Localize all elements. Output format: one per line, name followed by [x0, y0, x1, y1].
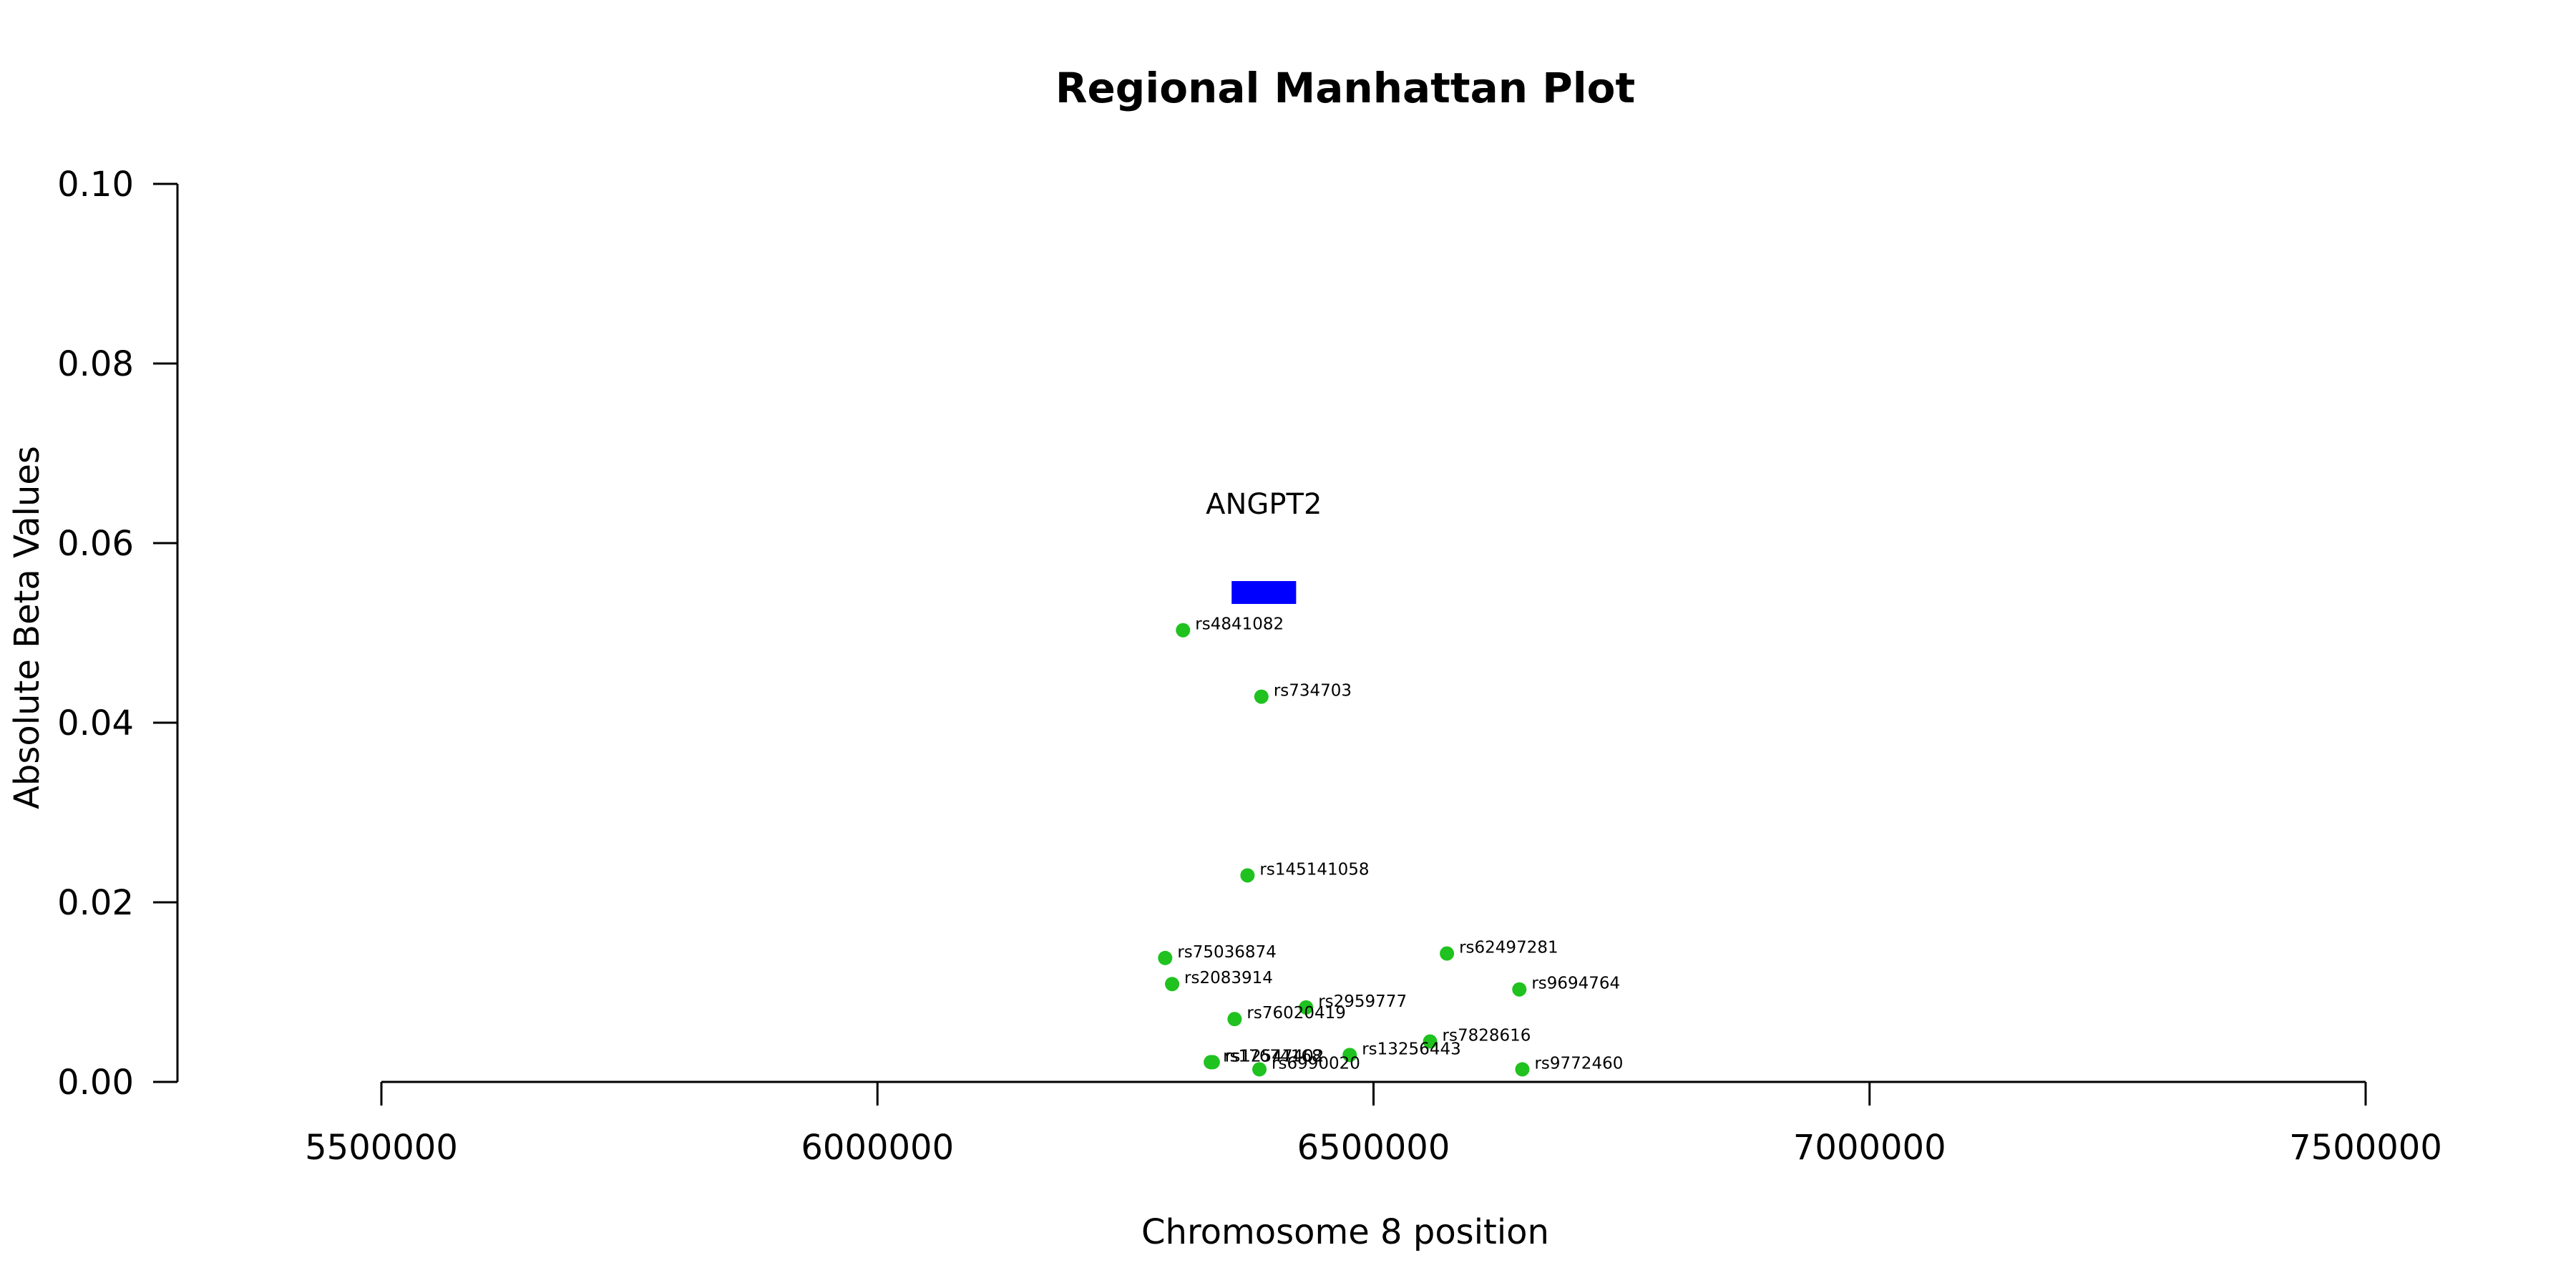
- y-tick-label: 0.02: [57, 883, 134, 923]
- chart-title: Regional Manhattan Plot: [1055, 64, 1635, 112]
- x-tick-label: 6000000: [801, 1128, 954, 1168]
- x-tick-label: 5500000: [305, 1128, 458, 1168]
- snp-point: [1515, 1062, 1530, 1077]
- gene-label: ANGPT2: [1206, 488, 1322, 521]
- snp-label: rs6990020: [1272, 1054, 1360, 1073]
- snp-label: rs12547402: [1225, 1047, 1324, 1065]
- x-tick-label: 7500000: [2289, 1128, 2442, 1168]
- gene-track: ANGPT2: [1206, 488, 1322, 605]
- snp-label: rs4841082: [1195, 615, 1284, 634]
- snp-label: rs2083914: [1184, 969, 1273, 987]
- snp-label: rs145141058: [1259, 860, 1369, 879]
- y-tick-label: 0.08: [57, 344, 134, 384]
- snp-label: rs9694764: [1531, 975, 1620, 993]
- snp-point: [1252, 1062, 1267, 1077]
- snp-label: rs9772460: [1534, 1054, 1623, 1073]
- snp-point: [1205, 1055, 1220, 1070]
- snp-point: [1440, 946, 1455, 961]
- snp-point: [1299, 1000, 1314, 1015]
- snp-point: [1342, 1048, 1357, 1063]
- snp-label: rs13256443: [1362, 1040, 1461, 1058]
- y-tick-label: 0.06: [57, 524, 134, 564]
- snp-label: rs17674168: [1223, 1047, 1322, 1065]
- x-axis-label: Chromosome 8 position: [1141, 1212, 1549, 1252]
- x-tick-label: 6500000: [1297, 1128, 1450, 1168]
- gene-bar: [1231, 581, 1297, 605]
- snp-point: [1512, 982, 1527, 997]
- snp-point: [1227, 1012, 1242, 1027]
- snp-point: [1158, 950, 1173, 965]
- snp-point: [1176, 623, 1191, 638]
- snp-point: [1423, 1034, 1438, 1049]
- x-tick-label: 7000000: [1793, 1128, 1946, 1168]
- y-axis: 0.00 0.02 0.04 0.06 0.08 0.10: [57, 165, 179, 1103]
- snp-label: rs75036874: [1177, 943, 1277, 962]
- y-tick-label: 0.10: [57, 165, 134, 205]
- snp-label: rs2959777: [1318, 992, 1407, 1011]
- snp-label: rs76020419: [1246, 1004, 1346, 1023]
- y-tick-label: 0.04: [57, 703, 134, 743]
- snp-point: [1165, 977, 1180, 992]
- y-tick-label: 0.00: [57, 1063, 134, 1103]
- x-axis: 5500000 6000000 6500000 7000000 7500000: [305, 1080, 2442, 1168]
- snp-points: rs4841082 rs734703 rs145141058 rs75036874 rs…: [1158, 615, 1623, 1077]
- y-axis-label: Absolute Beta Values: [7, 446, 47, 809]
- snp-label: rs62497281: [1459, 939, 1558, 957]
- snp-label: rs734703: [1274, 682, 1352, 701]
- snp-point: [1240, 868, 1255, 883]
- snp-point: [1254, 689, 1269, 704]
- snp-label: rs7828616: [1443, 1027, 1531, 1045]
